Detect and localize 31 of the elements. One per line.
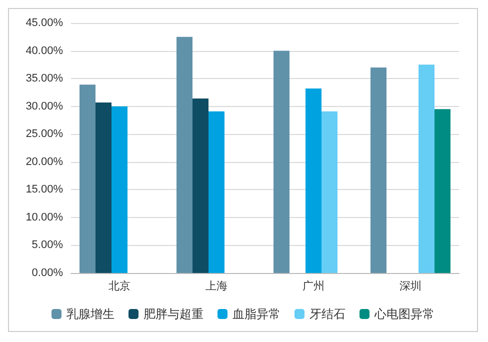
legend-label: 牙结石: [310, 307, 346, 321]
y-tick-label: 35.00%: [26, 72, 64, 85]
y-tick-label: 25.00%: [26, 128, 64, 140]
bar: [370, 67, 386, 273]
y-tick-label: 15.00%: [26, 184, 64, 196]
bar: [176, 36, 192, 273]
legend-label: 血脂异常: [232, 307, 280, 321]
bar: [192, 98, 208, 273]
y-tick-label: 40.00%: [26, 44, 64, 57]
bar: [418, 64, 434, 273]
legend-label: 肥胖与超重: [144, 307, 204, 321]
x-tick-label: 上海: [206, 280, 228, 292]
legend-label: 乳腺增生: [66, 307, 114, 321]
bar: [434, 109, 450, 273]
y-tick-label: 20.00%: [26, 156, 64, 168]
bar: [322, 111, 338, 273]
legend-label: 心电图异常: [374, 307, 434, 321]
bar: [80, 84, 96, 273]
y-tick-label: 0.00%: [32, 267, 64, 279]
bar: [274, 50, 290, 273]
x-tick-label: 深圳: [400, 280, 422, 292]
y-tick-label: 45.00%: [26, 17, 64, 29]
x-tick-label: 北京: [108, 280, 130, 292]
y-tick-label: 10.00%: [26, 211, 64, 224]
y-tick-label: 30.00%: [26, 100, 64, 112]
bar: [208, 111, 224, 273]
bar: [112, 106, 128, 273]
y-tick-label: 5.00%: [32, 239, 64, 252]
bar: [306, 88, 322, 273]
bar: [96, 102, 112, 273]
x-tick-label: 广州: [302, 280, 324, 292]
